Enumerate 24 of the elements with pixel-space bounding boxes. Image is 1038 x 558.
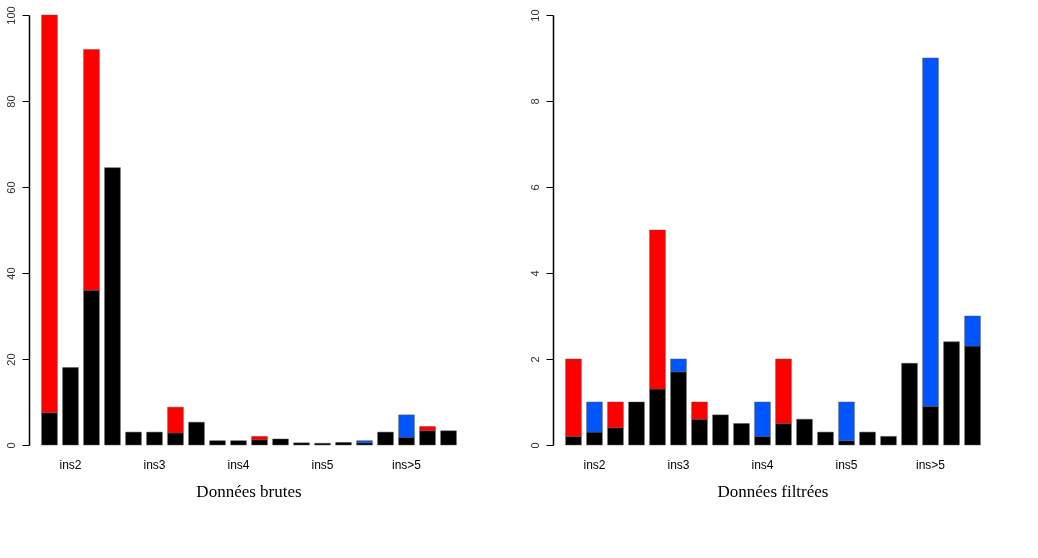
y-tick-label: 60 (4, 181, 17, 194)
y-tick-label: 40 (4, 267, 17, 280)
x-tick-label: ins3 (667, 457, 690, 472)
y-tick-label: 80 (4, 95, 17, 108)
x-tick-label: ins5 (311, 457, 334, 472)
x-tick-label: ins3 (143, 457, 166, 472)
x-tick-label: ins>5 (392, 457, 422, 472)
y-tick-label: 100 (4, 6, 17, 25)
x-tick-label: ins2 (59, 457, 82, 472)
y-tick-label: 10 (528, 9, 541, 22)
x-tick-label: ins4 (751, 457, 774, 472)
y-tick-label: 0 (528, 442, 541, 449)
text: Données filtrées (717, 482, 829, 501)
x-tick-label: ins>5 (916, 457, 946, 472)
x-tick-label: ins4 (227, 457, 250, 472)
text: Données brutes (196, 482, 302, 501)
y-tick-label: 8 (528, 98, 541, 105)
y-tick-label: 0 (4, 442, 17, 449)
x-tick-label: ins2 (583, 457, 606, 472)
y-tick-label: 4 (528, 270, 541, 277)
y-tick-label: 6 (528, 184, 541, 191)
x-tick-label: ins5 (835, 457, 858, 472)
y-tick-label: 2 (528, 356, 541, 363)
y-tick-label: 20 (4, 353, 17, 366)
